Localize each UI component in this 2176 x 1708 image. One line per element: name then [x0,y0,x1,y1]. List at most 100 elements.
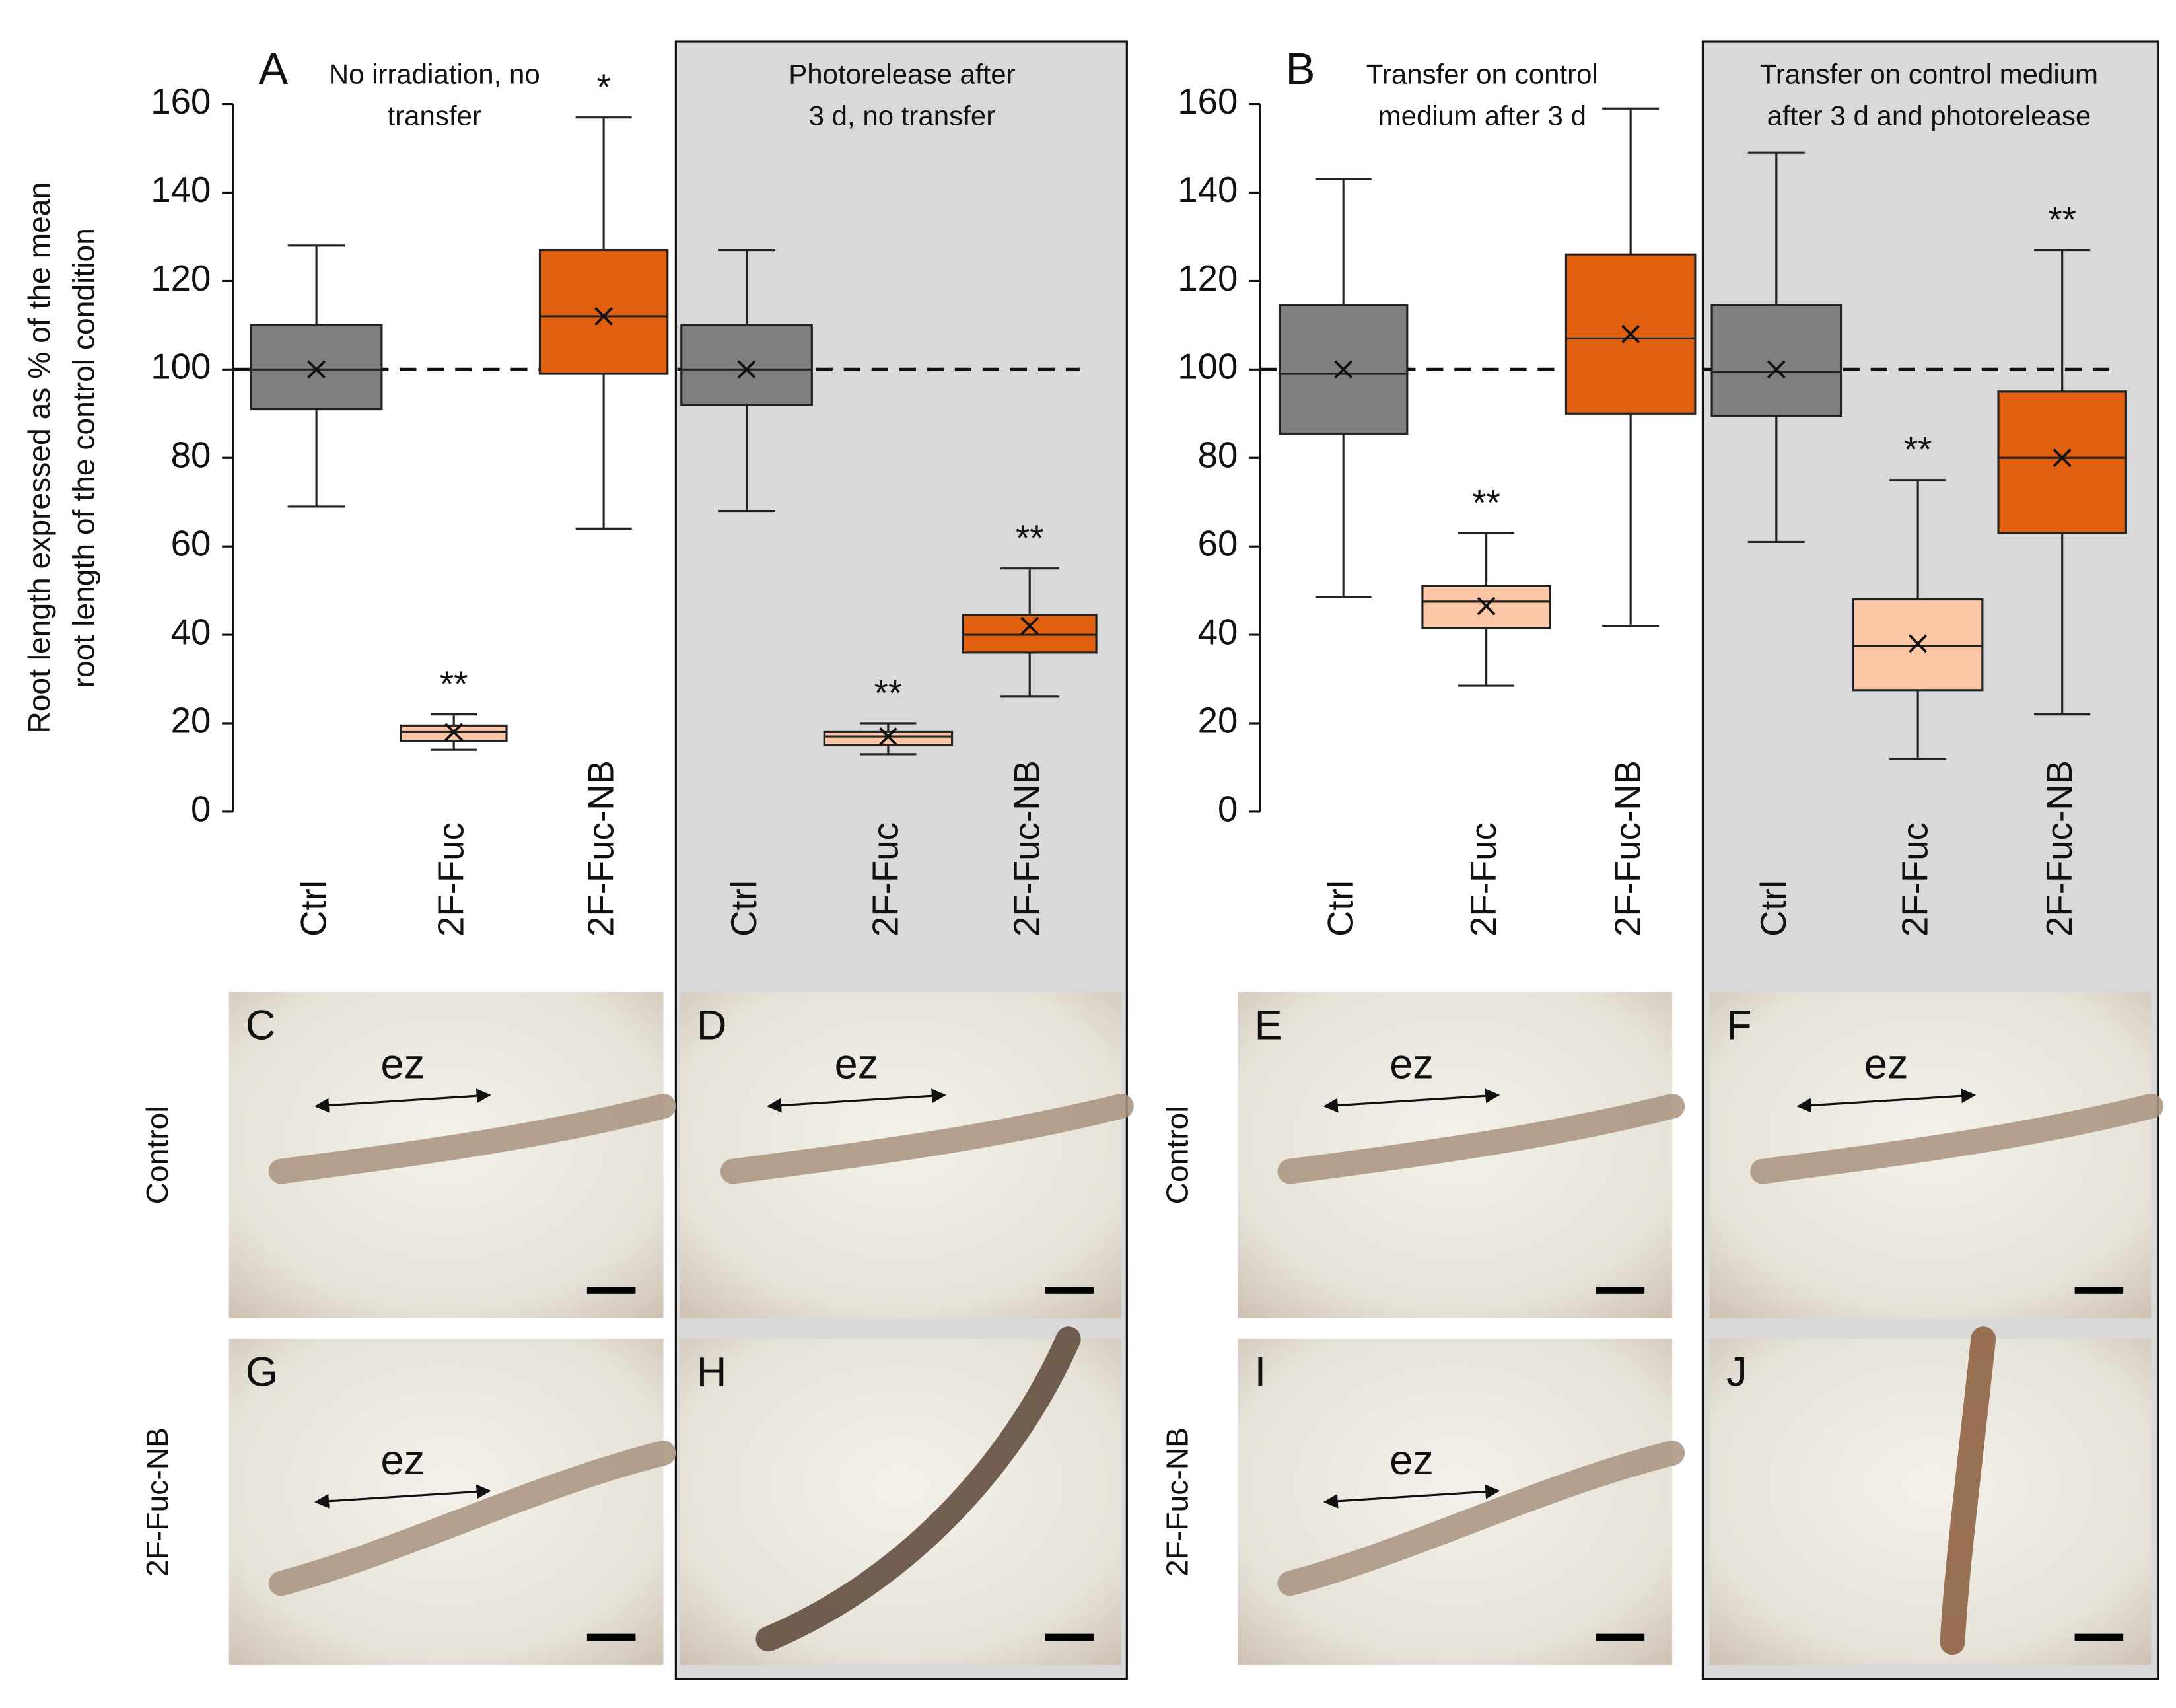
mean-marker [594,307,614,326]
row-label: Control [140,1106,174,1204]
root [755,1326,1081,1652]
panel-label: A [259,44,289,94]
mean-stroke [594,307,614,326]
y-tick-label: 100 [151,347,211,387]
micrograph-label: I [1255,1349,1267,1395]
micrograph [1238,1339,1673,1665]
root [720,1093,1134,1184]
x-tick-label: 2F-Fuc [1463,822,1504,937]
root [1277,1093,1685,1184]
ez-arrow [1323,1088,1500,1113]
y-tick-label: 60 [171,524,211,564]
y-tick-label: 20 [171,700,211,740]
y-tick-label: 80 [1198,435,1238,476]
mean-stroke [737,360,756,379]
x-tick-label: Ctrl [1753,880,1794,937]
y-tick-label: 0 [191,789,211,829]
ez-label: ez [835,1042,879,1088]
mean-stroke [1020,616,1039,635]
group-title: after 3 d and photorelease [1767,100,2091,131]
significance: ** [1472,482,1500,522]
ez-label: ez [1864,1042,1909,1088]
mean-marker [2053,448,2072,468]
significance: ** [874,672,903,713]
y-tick-label: 80 [171,435,211,476]
x-tick-label: 2F-Fuc-NB [1007,760,1047,937]
box [680,324,813,406]
box [823,730,954,747]
significance: ** [2048,199,2076,240]
ez-arrow [767,1088,946,1113]
ez-label: ez [1389,1437,1434,1483]
y-axis-label: root length of the control condition [66,228,100,688]
group-title: 3 d, no transfer [809,100,996,131]
ez-label: ez [1389,1042,1434,1088]
y-tick-label: 140 [151,170,211,210]
y-tick-label: 160 [1177,81,1238,122]
root [1750,1093,2164,1184]
y-tick-label: 160 [151,81,211,122]
micrograph-label: H [697,1349,727,1395]
significance: * [596,67,610,107]
mean-stroke [444,723,464,742]
micrograph-label: E [1255,1002,1282,1048]
micrograph-label: F [1726,1002,1752,1048]
group-title: Transfer on control medium [1760,59,2098,90]
box [962,614,1098,654]
micrograph-label: G [246,1349,278,1395]
mean-marker [878,727,897,746]
y-tick-label: 120 [151,258,211,299]
x-tick-label: Ctrl [1321,880,1361,937]
significance: ** [1016,518,1044,558]
box [250,324,383,411]
mean-stroke [1767,360,1786,379]
ez-arrow [1796,1088,1977,1113]
box [1997,390,2127,534]
row-label: Control [1160,1106,1194,1204]
root [268,1441,676,1596]
mean-marker [1020,616,1039,635]
ez-label: ez [381,1437,425,1483]
ez-label: ez [381,1042,425,1088]
group-title: No irradiation, no [329,59,540,90]
micrograph-label: J [1726,1349,1747,1395]
x-tick-label: 2F-Fuc [431,822,472,937]
row-label: 2F-Fuc-NB [1160,1427,1194,1577]
y-tick-label: 0 [1218,789,1238,829]
y-tick-label: 40 [1198,612,1238,653]
y-tick-label: 100 [1177,347,1238,387]
mean-marker [1477,596,1496,616]
y-tick-label: 120 [1177,258,1238,299]
micrograph-label: C [246,1002,276,1048]
micrograph [1709,1339,2152,1665]
panel-label: B [1286,44,1316,94]
x-tick-label: 2F-Fuc-NB [581,760,621,937]
mean-marker [307,360,326,379]
mean-marker [444,723,464,742]
x-tick-label: 2F-Fuc-NB [2039,760,2080,937]
mean-marker [1909,634,1928,653]
mean-stroke [307,360,326,379]
mean-marker [1334,360,1353,379]
root [268,1093,676,1184]
x-tick-label: 2F-Fuc [1895,822,1936,937]
root [1940,1326,1996,1655]
y-tick-label: 60 [1198,524,1238,564]
mean-marker [1621,324,1640,343]
y-tick-label: 40 [171,612,211,653]
x-tick-label: 2F-Fuc-NB [1608,760,1648,937]
y-tick-label: 20 [1198,700,1238,740]
x-tick-label: Ctrl [724,880,764,937]
mean-marker [737,360,756,379]
x-tick-label: Ctrl [294,880,334,937]
mean-stroke [1909,634,1928,653]
mean-stroke [1334,360,1353,379]
mean-stroke [1621,324,1640,343]
significance: ** [440,664,468,704]
y-axis-label: Root length expressed as % of the mean [22,182,56,734]
y-tick-label: 140 [1177,170,1238,210]
mean-stroke [1477,596,1496,616]
ez-arrow [1323,1484,1500,1509]
mean-stroke [878,727,897,746]
root [1277,1441,1685,1596]
